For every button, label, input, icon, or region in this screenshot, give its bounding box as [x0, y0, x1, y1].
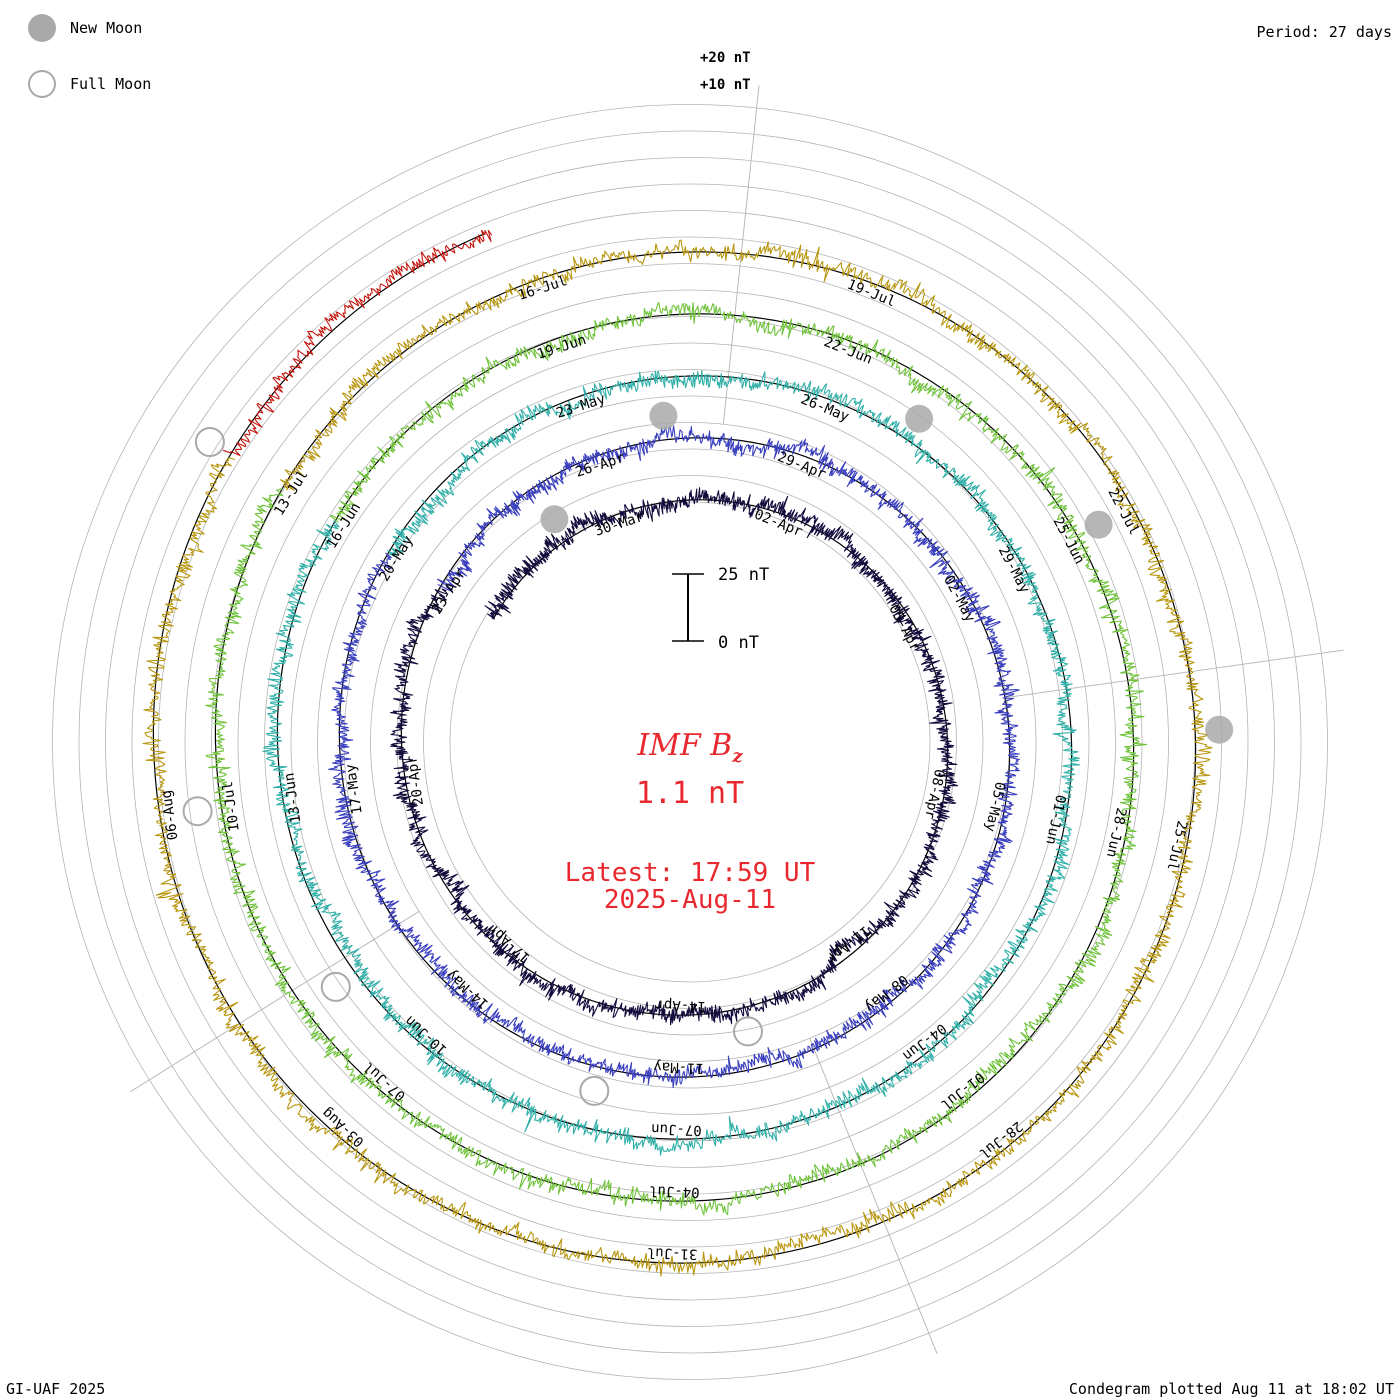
date-tick-label: 06-Aug — [159, 789, 182, 841]
date-tick-label: 25-Jul — [1164, 819, 1190, 872]
moon-markers — [182, 401, 1234, 1106]
date-tick-label: 17-May — [343, 763, 366, 815]
series-line-cycle-1 — [390, 487, 959, 1026]
full-moon-legend: Full Moon — [28, 70, 151, 98]
grid-ring — [211, 263, 1169, 1221]
new-moon-marker — [1205, 715, 1234, 744]
footer-credit: GI-UAF 2025 — [6, 1380, 106, 1398]
full-moon-marker — [182, 796, 213, 827]
grid-ring — [317, 369, 1063, 1115]
new-moon-marker — [1084, 510, 1113, 539]
ring-scale-label-10: +10 nT — [700, 77, 751, 93]
full-moon-marker — [320, 971, 351, 1002]
date-tick-label: 20-Apr — [404, 754, 427, 806]
series-line-cycle-4 — [205, 301, 1148, 1216]
scale-bar-top-label: 25 nT — [718, 565, 769, 585]
full-moon-marker — [733, 1016, 763, 1047]
date-tick-label: 14-Apr — [655, 996, 706, 1014]
new-moon-marker — [540, 505, 569, 534]
full-moon-icon — [28, 70, 56, 98]
grid-ring — [290, 342, 1090, 1142]
grid-spoke — [130, 911, 419, 1093]
date-tick-label: 20-May — [376, 533, 416, 584]
date-tick-label: 07-Jun — [651, 1120, 702, 1138]
quantity-title: IMF Bz — [520, 728, 860, 767]
new-moon-marker — [905, 404, 934, 433]
date-tick-label: 31-Jul — [647, 1244, 698, 1262]
scale-bar-bottom-label: 0 nT — [718, 633, 759, 653]
grid-ring — [52, 104, 1328, 1380]
date-tick-label: 05-Apr — [885, 602, 923, 654]
date-tick-label: 29-May — [995, 544, 1033, 596]
full-moon-marker — [579, 1075, 610, 1106]
quantity-subscript: z — [732, 746, 743, 767]
date-tick-label: 28-Jun — [1103, 806, 1129, 859]
period-label: Period: 27 days — [1256, 23, 1392, 41]
quantity-name: IMF B — [637, 728, 733, 763]
new-moon-icon — [28, 14, 56, 42]
date-tick-label: 10-Jul — [220, 780, 243, 832]
date-tick-label: 26-May — [798, 392, 851, 426]
grid-ring — [237, 289, 1143, 1195]
grid-ring — [449, 501, 931, 983]
full-moon-marker — [194, 427, 225, 457]
date-tick-label: 07-Jul — [361, 1058, 409, 1104]
series-line-cycle-2 — [328, 425, 1021, 1089]
ring-scale-label-20: +20 nT — [700, 50, 751, 66]
grid-spoke — [809, 1038, 938, 1355]
grid-ring — [131, 183, 1249, 1301]
date-tick-label: 10-Jun — [402, 1012, 450, 1058]
grid-ring — [396, 448, 984, 1036]
series-line-cycle-5 — [142, 239, 1213, 1277]
date-tick-label: 28-Jul — [976, 1118, 1026, 1162]
date-tick-label: 13-Jun — [281, 772, 304, 824]
date-tick-label: 01-Jun — [1042, 793, 1068, 846]
grid-ring — [78, 130, 1302, 1354]
date-tick-label: 11-May — [653, 1058, 704, 1076]
date-tick-label: 05-May — [982, 780, 1008, 833]
latest-date: 2025-Aug-11 — [603, 885, 777, 915]
date-tick-label: 11-Apr — [823, 922, 873, 966]
date-tick-label: 04-Jul — [649, 1182, 700, 1200]
footer-plotted: Condegram plotted Aug 11 at 18:02 UT — [1068, 1380, 1394, 1398]
series-layer — [142, 229, 1213, 1277]
series-line-cycle-3 — [262, 369, 1081, 1156]
latest-time: Latest: 17:59 UT — [564, 858, 816, 888]
full-moon-label: Full Moon — [70, 75, 152, 93]
grid-ring — [423, 475, 957, 1009]
new-moon-legend: New Moon — [28, 14, 142, 42]
grid-ring — [105, 157, 1275, 1327]
ring-scale-labels: +20 nT +10 nT — [700, 50, 751, 93]
new-moon-marker — [649, 401, 678, 430]
grid-spoke — [1006, 649, 1344, 698]
new-moon-label: New Moon — [70, 19, 143, 37]
series-line-cycle-6 — [222, 229, 493, 457]
scale-bar: 25 nT 0 nT — [672, 565, 769, 653]
current-value: 1.1 nT — [635, 776, 745, 811]
